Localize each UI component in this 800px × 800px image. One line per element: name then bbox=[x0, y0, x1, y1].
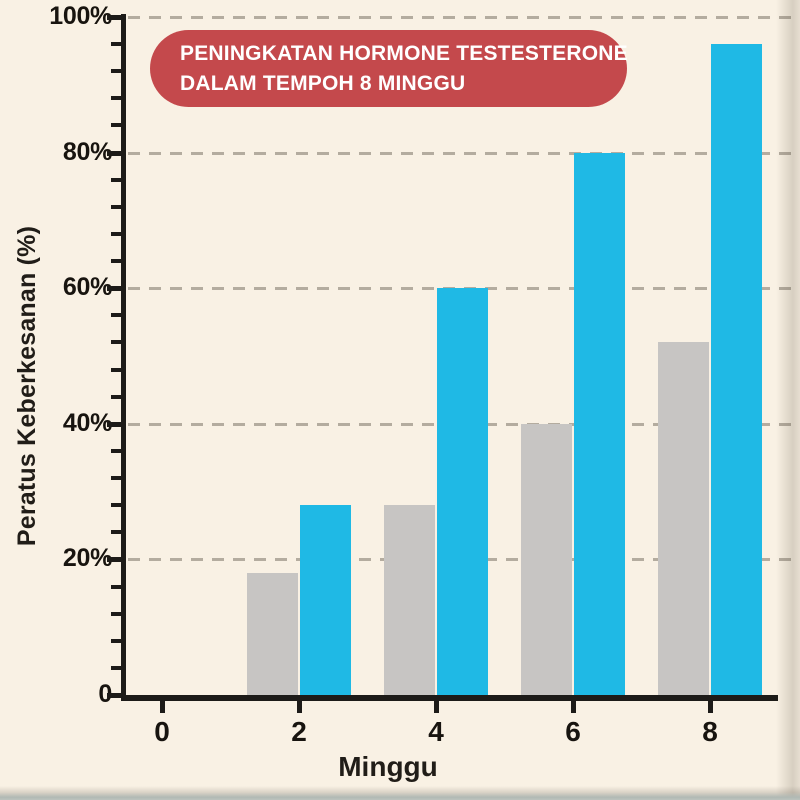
title-line-1: PENINGKATAN HORMONE TESTESTERONE bbox=[180, 41, 628, 65]
y-axis-title: Peratus Keberkesanan (%) bbox=[13, 225, 41, 547]
y-tick-label-100: 100% bbox=[49, 2, 112, 30]
bar-blue-week-8 bbox=[711, 44, 762, 695]
x-tick-4 bbox=[434, 701, 439, 713]
y-tick-label-80: 80% bbox=[62, 137, 112, 166]
y-minor-tick-24 bbox=[111, 530, 121, 535]
x-axis-line bbox=[121, 695, 778, 701]
y-major-tick-100 bbox=[107, 15, 121, 20]
x-tick-6 bbox=[571, 701, 576, 713]
x-tick-label-2: 2 bbox=[291, 716, 307, 747]
y-tick-label-60: 60% bbox=[62, 273, 112, 302]
y-minor-tick-52 bbox=[111, 340, 121, 345]
x-tick-label-0: 0 bbox=[154, 716, 170, 747]
y-minor-tick-8 bbox=[111, 638, 121, 643]
y-major-tick-20 bbox=[107, 557, 121, 563]
x-tick-2 bbox=[297, 701, 302, 713]
page-edge-shadow-right bbox=[776, 0, 800, 800]
y-minor-tick-88 bbox=[111, 96, 121, 101]
y-minor-tick-44 bbox=[111, 394, 121, 399]
x-axis-title: Minggu bbox=[338, 751, 438, 782]
y-minor-tick-36 bbox=[111, 448, 121, 453]
y-minor-tick-64 bbox=[111, 259, 121, 264]
x-tick-label-6: 6 bbox=[565, 716, 581, 747]
y-minor-tick-48 bbox=[111, 367, 121, 372]
y-minor-tick-56 bbox=[111, 313, 121, 318]
bar-gray-week-2 bbox=[247, 572, 298, 695]
x-tick-0 bbox=[160, 701, 165, 713]
y-major-tick-40 bbox=[107, 421, 121, 427]
bar-gray-week-6 bbox=[521, 423, 572, 695]
bar-gray-week-4 bbox=[384, 505, 435, 695]
x-tick-8 bbox=[708, 701, 713, 713]
bar-blue-week-4 bbox=[437, 288, 488, 695]
y-minor-tick-96 bbox=[111, 42, 121, 47]
title-line-2: DALAM TEMPOH 8 MINGGU bbox=[180, 71, 466, 95]
bar-gray-week-8 bbox=[658, 342, 709, 695]
gridline-100 bbox=[128, 16, 792, 19]
y-minor-tick-72 bbox=[111, 204, 121, 209]
gridline-80 bbox=[128, 151, 792, 155]
y-minor-tick-16 bbox=[111, 584, 121, 589]
y-major-tick-80 bbox=[107, 150, 121, 156]
y-minor-tick-76 bbox=[111, 177, 121, 182]
y-major-tick-60 bbox=[107, 286, 121, 292]
title-badge: PENINGKATAN HORMONE TESTESTERONE DALAM T… bbox=[150, 30, 628, 107]
y-minor-tick-28 bbox=[111, 503, 121, 508]
x-tick-label-4: 4 bbox=[428, 716, 444, 747]
y-minor-tick-32 bbox=[111, 476, 121, 481]
page-edge-shadow-bottom bbox=[0, 786, 800, 800]
y-major-tick-0 bbox=[107, 693, 121, 698]
y-minor-tick-84 bbox=[111, 123, 121, 128]
y-tick-label-20: 20% bbox=[62, 544, 112, 573]
bar-blue-week-2 bbox=[300, 505, 351, 695]
y-minor-tick-12 bbox=[111, 611, 121, 616]
x-tick-label-8: 8 bbox=[702, 716, 718, 747]
y-axis-line bbox=[121, 14, 126, 701]
y-tick-label-40: 40% bbox=[62, 408, 112, 437]
y-minor-tick-68 bbox=[111, 231, 121, 236]
bar-blue-week-6 bbox=[574, 152, 625, 695]
y-minor-tick-92 bbox=[111, 69, 121, 74]
y-tick-label-0: 0 bbox=[98, 680, 112, 708]
y-minor-tick-4 bbox=[111, 665, 121, 670]
